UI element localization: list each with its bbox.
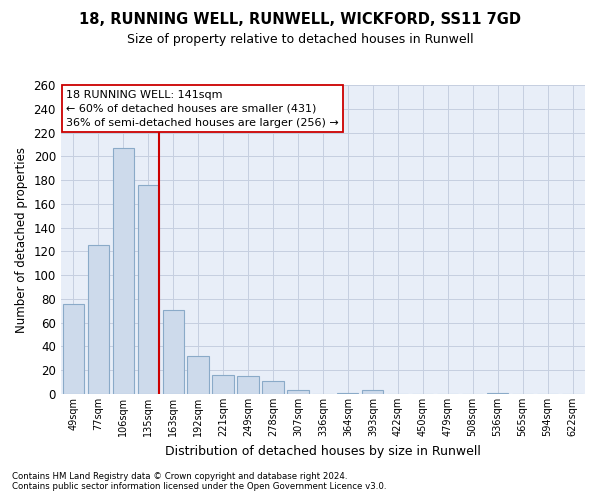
Bar [262, 381, 284, 394]
Bar [362, 390, 383, 394]
Text: Contains HM Land Registry data © Crown copyright and database right 2024.: Contains HM Land Registry data © Crown c… [12, 472, 347, 481]
Bar [113, 148, 134, 394]
Bar [88, 246, 109, 394]
Y-axis label: Number of detached properties: Number of detached properties [15, 146, 28, 332]
Bar [287, 390, 308, 394]
Bar [238, 376, 259, 394]
X-axis label: Distribution of detached houses by size in Runwell: Distribution of detached houses by size … [165, 444, 481, 458]
Text: Size of property relative to detached houses in Runwell: Size of property relative to detached ho… [127, 32, 473, 46]
Text: 18 RUNNING WELL: 141sqm
← 60% of detached houses are smaller (431)
36% of semi-d: 18 RUNNING WELL: 141sqm ← 60% of detache… [66, 90, 339, 128]
Bar [487, 393, 508, 394]
Bar [337, 393, 358, 394]
Bar [137, 185, 159, 394]
Bar [163, 310, 184, 394]
Bar [212, 375, 233, 394]
Text: Contains public sector information licensed under the Open Government Licence v3: Contains public sector information licen… [12, 482, 386, 491]
Bar [62, 304, 84, 394]
Text: 18, RUNNING WELL, RUNWELL, WICKFORD, SS11 7GD: 18, RUNNING WELL, RUNWELL, WICKFORD, SS1… [79, 12, 521, 28]
Bar [187, 356, 209, 394]
